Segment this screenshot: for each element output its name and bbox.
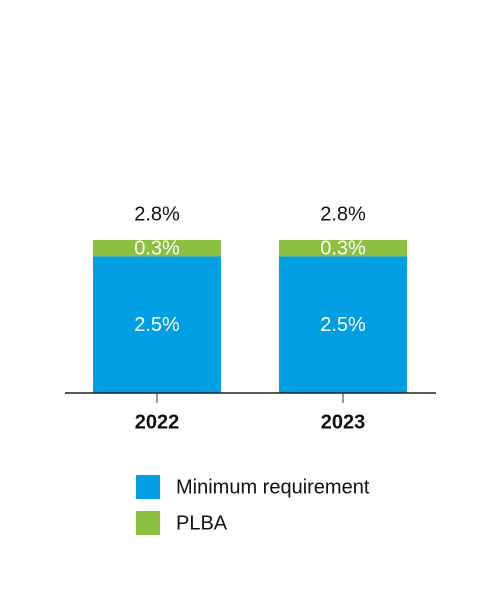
bar-segment: [279, 256, 407, 393]
bar-segment: [93, 256, 221, 393]
value-label: 0.3%: [134, 237, 180, 259]
value-label: 0.3%: [320, 237, 366, 259]
bar-segment: [93, 240, 221, 257]
legend-label: Minimum requirement: [176, 476, 370, 498]
legend-swatch: [136, 511, 160, 535]
legend-label: PLBA: [176, 512, 228, 534]
x-tick-label: 2022: [135, 411, 180, 433]
value-label: 2.5%: [134, 314, 180, 336]
value-label: 2.5%: [320, 314, 366, 336]
legend-swatch: [136, 475, 160, 499]
bar-segment: [279, 240, 407, 257]
total-label: 2.8%: [134, 203, 180, 225]
total-label: 2.8%: [320, 203, 366, 225]
x-tick-label: 2023: [321, 411, 366, 433]
